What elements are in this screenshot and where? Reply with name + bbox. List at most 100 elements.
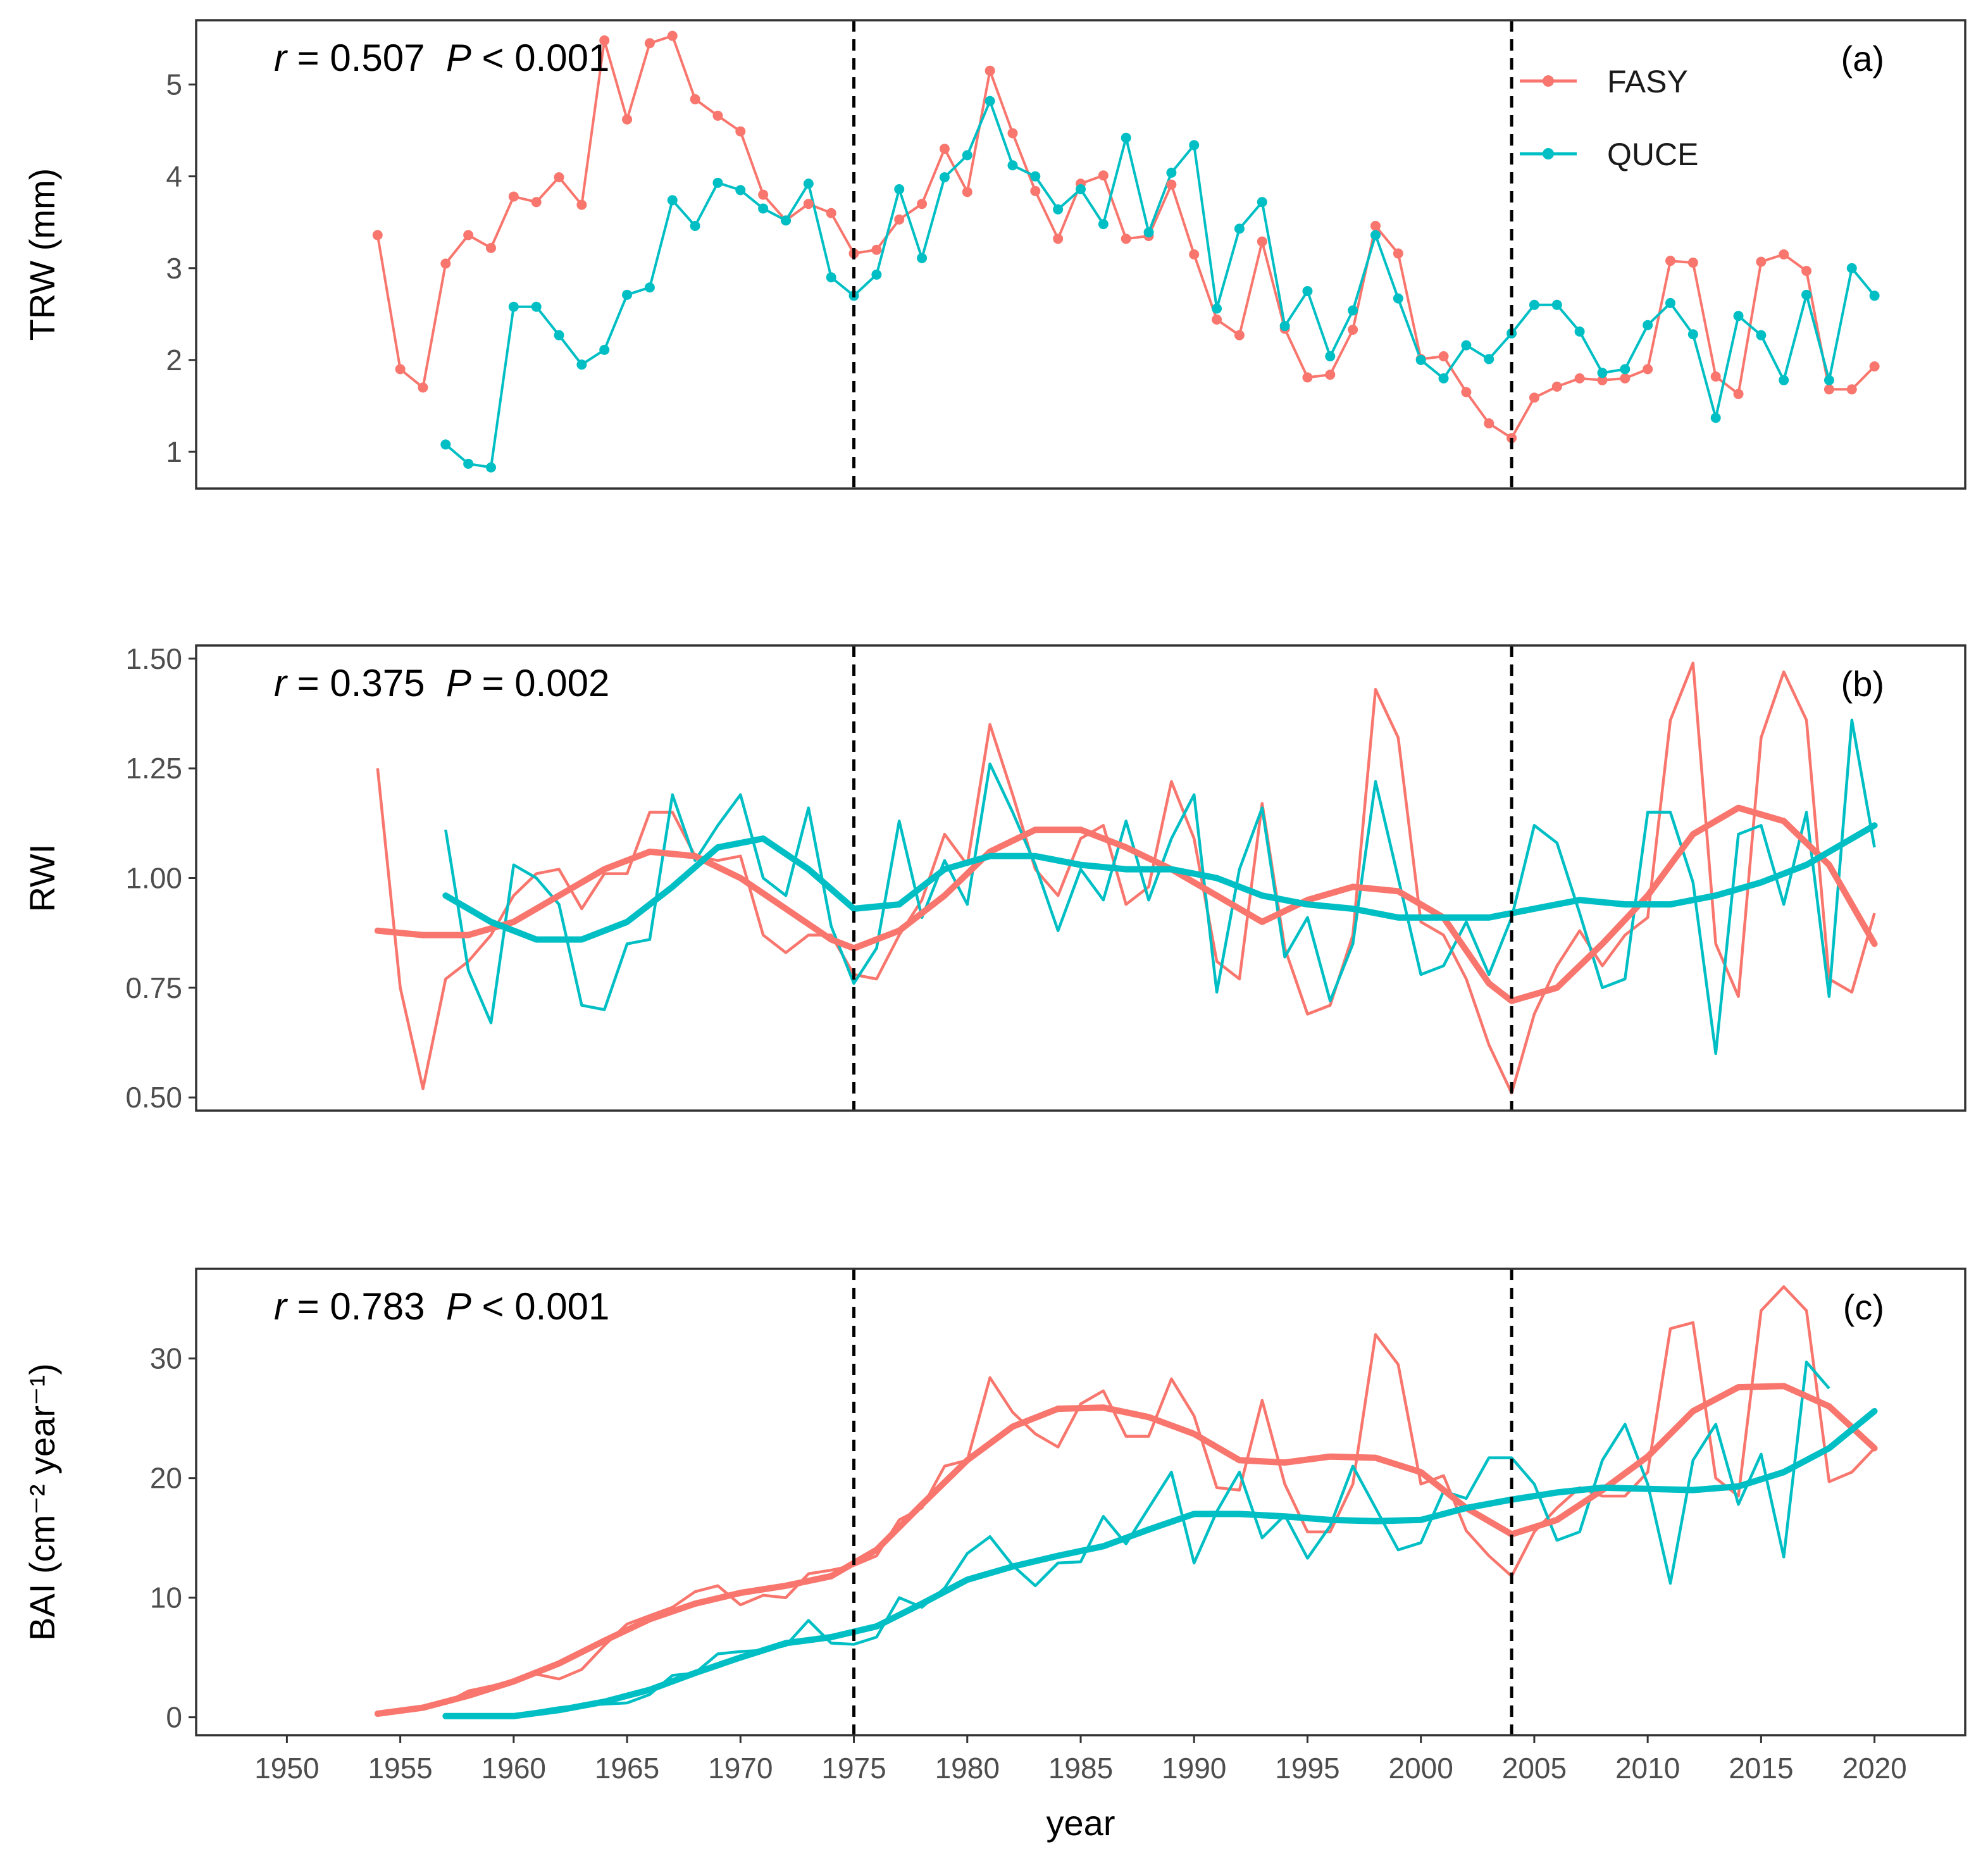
data-point-fasy <box>1393 248 1403 259</box>
data-point-quce <box>1166 167 1177 178</box>
stats-annotation: r = 0.375 P = 0.002 <box>274 662 609 704</box>
data-point-quce <box>1643 320 1653 330</box>
data-point-quce <box>440 439 451 450</box>
data-point-quce <box>803 178 814 189</box>
data-point-fasy <box>418 382 428 393</box>
x-tick-label: 1960 <box>481 1752 546 1785</box>
data-point-fasy <box>1166 179 1177 190</box>
data-point-quce <box>962 150 972 161</box>
data-point-quce <box>1529 299 1539 310</box>
data-point-quce <box>1438 373 1449 383</box>
data-point-quce <box>508 301 519 312</box>
data-point-fasy <box>508 191 519 202</box>
data-point-fasy <box>985 65 995 76</box>
stats-r-label: r <box>274 37 288 79</box>
data-point-fasy <box>1687 258 1698 268</box>
data-point-fasy <box>486 242 496 253</box>
y-tick-label: 5 <box>166 68 182 101</box>
stats-p-rel: < 0.001 <box>471 1285 610 1328</box>
data-point-fasy <box>1121 234 1131 244</box>
data-point-quce <box>1302 286 1313 297</box>
stats-p-rel: < 0.001 <box>471 37 610 79</box>
data-point-fasy <box>599 35 610 46</box>
data-point-fasy <box>917 199 928 209</box>
data-point-quce <box>985 96 995 106</box>
data-point-quce <box>667 195 678 206</box>
data-point-quce <box>917 252 928 263</box>
panel-c: 0 10 20 30 1950 1955 1960 1965 1970 1975 1980 1985 1… <box>22 1268 1966 1843</box>
y-axis-title: TRW (mm) <box>22 168 62 341</box>
data-point-fasy <box>1574 373 1585 383</box>
data-point-fasy <box>1665 256 1675 266</box>
panel-a: 1 2 3 4 5 TRW (mm) r = 0.507 P < 0.001 (a) FASY Q… <box>22 19 1966 490</box>
data-point-fasy <box>1098 170 1109 181</box>
smooth-curve-fasy <box>374 1383 1878 1717</box>
series-line-fasy <box>377 1285 1876 1716</box>
data-point-fasy <box>1189 249 1200 259</box>
stats-p-label: P <box>446 1285 471 1328</box>
y-tick-label: 1.00 <box>125 862 182 895</box>
data-point-quce <box>1212 303 1222 314</box>
x-tick-label: 2020 <box>1842 1752 1906 1785</box>
data-point-fasy <box>554 172 564 183</box>
smooth-curve-fasy <box>374 804 1878 1004</box>
data-point-fasy <box>1846 384 1857 395</box>
data-point-quce <box>1325 351 1336 362</box>
data-point-quce <box>1415 354 1426 365</box>
data-point-fasy <box>1212 315 1222 325</box>
panel-label: (c) <box>1843 1287 1884 1327</box>
x-tick-label: 2010 <box>1615 1752 1680 1785</box>
stats-eq: = 0.783 <box>287 1285 446 1328</box>
data-point-quce <box>1687 329 1698 340</box>
stats-eq: = 0.375 <box>287 662 446 704</box>
data-point-quce <box>1823 375 1834 385</box>
data-point-quce <box>712 177 723 188</box>
data-point-quce <box>622 289 633 300</box>
y-tick-label: 3 <box>166 252 182 285</box>
data-point-quce <box>1007 160 1018 171</box>
y-tick-label: 0.75 <box>125 971 182 1004</box>
data-point-fasy <box>758 189 769 200</box>
smooth-curve-quce <box>442 1407 1878 1719</box>
data-point-fasy <box>1348 324 1358 335</box>
data-point-quce <box>1143 227 1154 238</box>
panel-frame <box>195 644 1966 1112</box>
data-point-fasy <box>1030 185 1041 196</box>
data-point-quce <box>554 330 564 340</box>
x-tick-label: 1975 <box>821 1752 886 1785</box>
data-point-quce <box>1189 140 1200 151</box>
panel-b: 0.50 0.75 1.00 1.25 1.50 RWI r = 0.375 P = 0.0… <box>22 642 1966 1114</box>
data-point-quce <box>1098 219 1109 230</box>
x-tick-label: 1950 <box>254 1752 319 1785</box>
data-point-quce <box>1801 289 1812 300</box>
data-point-quce <box>1756 330 1767 340</box>
data-point-quce <box>871 269 882 280</box>
series-line-quce <box>445 1361 1830 1718</box>
data-point-fasy <box>871 244 882 255</box>
data-point-quce <box>531 301 542 312</box>
x-tick-label: 2005 <box>1502 1752 1567 1785</box>
data-point-fasy <box>1438 351 1449 362</box>
data-point-quce <box>939 172 950 183</box>
x-tick-label: 1985 <box>1048 1752 1113 1785</box>
stats-p-label: P <box>446 37 471 79</box>
data-point-quce <box>1733 311 1744 321</box>
x-tick-label: 1980 <box>935 1752 1000 1785</box>
data-point-fasy <box>1529 392 1539 403</box>
data-point-quce <box>1574 326 1585 337</box>
panel-label: (a) <box>1841 39 1884 78</box>
data-point-fasy <box>712 110 723 121</box>
data-point-fasy <box>1007 128 1018 139</box>
stats-r-label: r <box>274 1285 288 1328</box>
data-point-fasy <box>531 197 542 208</box>
data-point-fasy <box>1302 372 1313 383</box>
data-point-quce <box>1030 171 1041 182</box>
data-point-quce <box>1257 197 1267 208</box>
data-point-fasy <box>690 94 700 104</box>
stats-r-label: r <box>274 662 288 704</box>
x-tick-label: 1965 <box>595 1752 659 1785</box>
data-point-quce <box>576 359 587 370</box>
data-point-fasy <box>1869 361 1880 372</box>
data-point-fasy <box>1779 249 1789 259</box>
legend-key-point-fasy <box>1543 75 1554 87</box>
